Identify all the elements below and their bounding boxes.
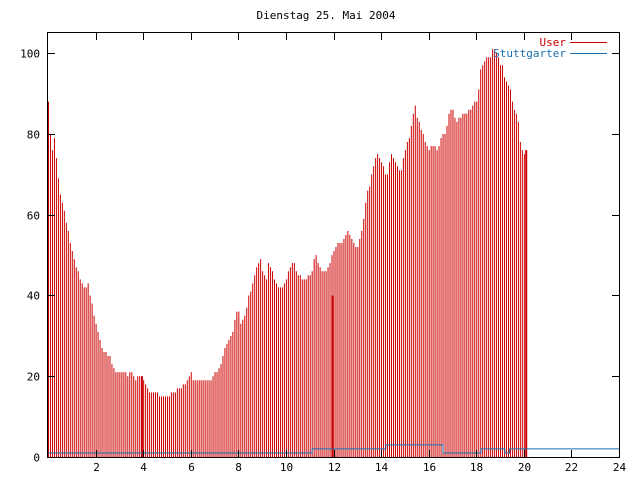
x-tick-label: 16	[423, 461, 436, 474]
x-tick-label: 24	[613, 461, 627, 474]
x-tick-label: 20	[518, 461, 531, 474]
x-tick-label: 6	[188, 461, 195, 474]
x-axis: 2 4 6 8 10 12 14 16 18 20 22 24	[93, 33, 626, 474]
x-tick-label: 8	[235, 461, 242, 474]
user-spikes	[140, 150, 528, 457]
chart-title: Dienstag 25. Mai 2004	[256, 9, 395, 22]
x-tick-label: 12	[328, 461, 341, 474]
y-tick-label: 100	[20, 48, 40, 61]
legend-label-user: User	[540, 36, 567, 49]
x-tick-label: 10	[280, 461, 293, 474]
stuttgarter-series-line	[48, 444, 619, 454]
legend: User Stuttgarter	[493, 36, 607, 60]
y-axis: 0 20 40 60 80 100	[20, 48, 619, 465]
legend-label-stuttgarter: Stuttgarter	[493, 47, 566, 60]
stuttgarter-line	[48, 444, 619, 454]
y-tick-label: 20	[27, 371, 40, 384]
x-tick-label: 4	[140, 461, 147, 474]
y-tick-label: 80	[27, 129, 40, 142]
y-tick-label: 40	[27, 290, 40, 303]
x-tick-label: 22	[565, 461, 578, 474]
y-tick-label: 60	[27, 210, 40, 223]
y-tick-label: 0	[33, 452, 40, 465]
user-bars	[48, 49, 527, 457]
x-tick-label: 2	[93, 461, 100, 474]
plot-frame	[47, 32, 620, 458]
x-tick-label: 14	[375, 461, 389, 474]
x-tick-label: 18	[470, 461, 483, 474]
